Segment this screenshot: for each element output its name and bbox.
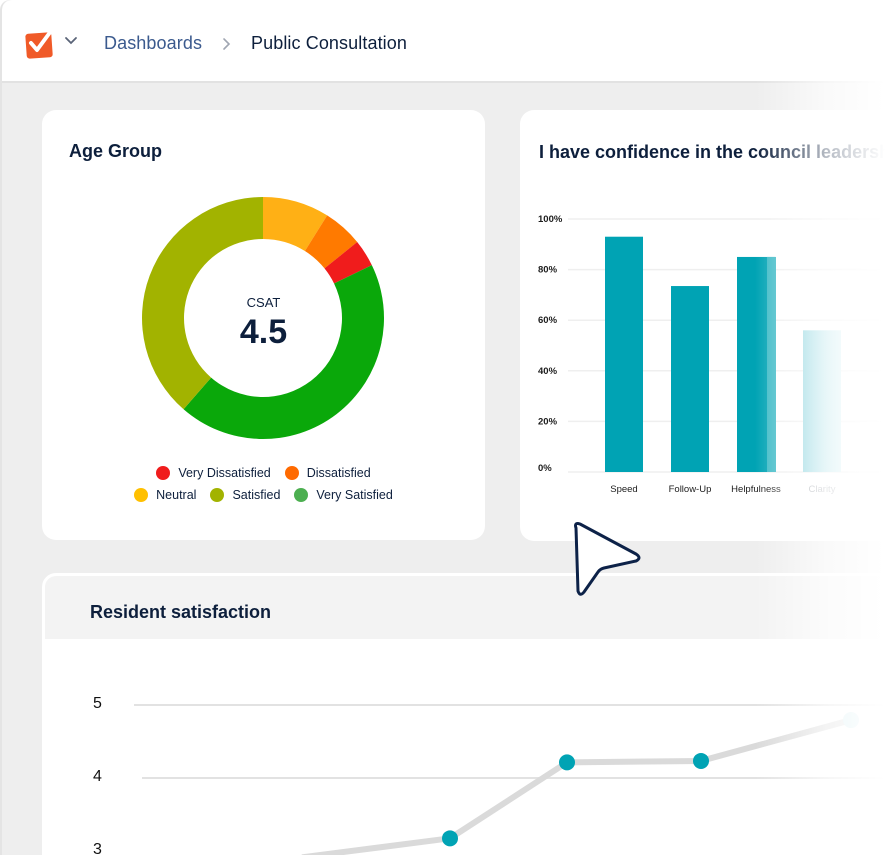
age-group-card: Age Group CSAT 4.5 Very Dissatisfied Dis… — [42, 110, 485, 540]
donut-chart — [142, 197, 384, 439]
chevron-down-icon[interactable] — [64, 36, 78, 46]
bar-follow-up[interactable] — [671, 286, 709, 472]
y-tick-label: 0% — [538, 463, 552, 474]
bar-highlight — [767, 256, 776, 472]
line-point[interactable] — [442, 830, 458, 847]
y-tick-label: 20% — [538, 416, 558, 427]
legend-row-2: Neutral Satisfied Very Satisfied — [42, 488, 485, 502]
legend-neutral[interactable]: Neutral — [134, 488, 196, 502]
x-tick-label: Speed — [610, 484, 637, 495]
legend-dot-dissatisfied — [284, 466, 299, 480]
x-tick-label: Clarity — [809, 484, 836, 495]
y-tick-label: 4 — [93, 768, 102, 785]
y-tick-label: 60% — [538, 315, 558, 326]
legend-label: Neutral — [156, 488, 197, 502]
y-tick-label: 100% — [538, 214, 563, 225]
line-point[interactable] — [693, 752, 709, 769]
donut-slice-very-satisfied[interactable] — [183, 265, 384, 439]
legend-dot-neutral — [134, 488, 149, 502]
resident-satisfaction-card: Resident satisfaction 3 4 5 — [42, 573, 885, 855]
age-group-title: Age Group — [69, 141, 162, 161]
donut-slice-dissatisfied[interactable] — [304, 215, 358, 269]
csat-label: CSAT — [246, 295, 281, 310]
chevron-right-icon — [223, 38, 231, 50]
y-tick-label: 3 — [93, 841, 102, 855]
legend-row-1: Very Dissatisfied Dissatisfied — [42, 466, 485, 480]
confidence-card: I have confidence in the council leaders… — [520, 110, 885, 541]
legend-dot-satisfied — [210, 488, 225, 502]
y-tick-label: 80% — [538, 265, 558, 276]
legend-label: Satisfied — [232, 488, 281, 502]
bar-clarity[interactable] — [803, 330, 841, 472]
csat-value: 4.5 — [239, 313, 288, 351]
satisfaction-line — [301, 717, 852, 855]
legend-very-dissatisfied[interactable]: Very Dissatisfied — [156, 466, 271, 480]
resident-satisfaction-title: Resident satisfaction — [90, 602, 272, 622]
breadcrumb-current-page: Public Consultation — [251, 33, 407, 53]
y-tick-label: 5 — [93, 695, 102, 712]
line-chart: 3 4 5 — [93, 695, 885, 855]
line-point[interactable] — [559, 754, 575, 771]
line-point[interactable] — [843, 712, 859, 729]
x-tick-label: Helpfulness — [731, 484, 781, 495]
legend-dot-very-dissatisfied — [156, 466, 171, 480]
legend-very-satisfied[interactable]: Very Satisfied — [294, 488, 393, 502]
y-tick-label: 40% — [538, 366, 558, 377]
mouse-pointer-icon — [574, 522, 641, 596]
top-header: Dashboards Public Consultation — [2, 0, 885, 83]
donut-slice-very-dissatisfied[interactable] — [324, 242, 372, 284]
legend-label: Very Dissatisfied — [178, 466, 271, 480]
bar-speed[interactable] — [605, 236, 643, 472]
resident-card-header — [45, 576, 885, 639]
legend-dissatisfied[interactable]: Dissatisfied — [284, 466, 371, 480]
bar-chart: 0% 20% 40% 60% 80% 100% Speed Follow-Up Helpfuln… — [538, 214, 885, 495]
legend-satisfied[interactable]: Satisfied — [210, 488, 280, 502]
legend-label: Dissatisfied — [306, 466, 371, 480]
x-tick-label: Follow-Up — [669, 484, 712, 495]
donut-slice-satisfied[interactable] — [142, 197, 263, 410]
legend-label: Very Satisfied — [316, 488, 393, 502]
app-logo-icon[interactable] — [24, 28, 56, 60]
breadcrumb-dashboards-link[interactable]: Dashboards — [104, 33, 203, 53]
legend-dot-very-satisfied — [294, 488, 309, 502]
donut-slice-neutral[interactable] — [263, 197, 328, 252]
